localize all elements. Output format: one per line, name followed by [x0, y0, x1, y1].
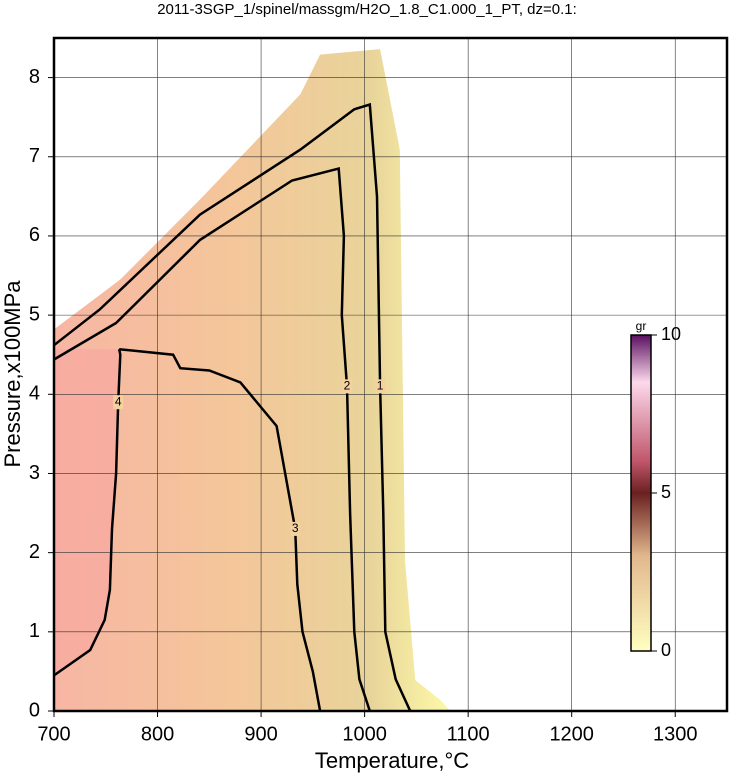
- contour-label: 4: [115, 394, 122, 408]
- contour-line: [53, 102, 412, 712]
- contour-line: [53, 167, 371, 712]
- y-tick-label: 1: [29, 620, 40, 642]
- plot-frame: [52, 36, 729, 713]
- y-tick-label: 2: [29, 541, 40, 563]
- y-tick-label: 0: [29, 699, 40, 721]
- contour-label: 3: [292, 521, 299, 535]
- chart-title: 2011-3SGP_1/spinel/massgm/H2O_1.8_C1.000…: [157, 1, 577, 18]
- x-tick-label: 800: [141, 723, 174, 745]
- y-tick-label: 4: [29, 383, 40, 405]
- colorbar-tick-label: 5: [661, 482, 671, 502]
- colorbar-tick-label: 10: [661, 324, 681, 344]
- y-tick-label: 5: [29, 303, 40, 325]
- x-tick-label: 1100: [447, 723, 490, 745]
- x-tick-label: 1300: [653, 723, 698, 745]
- x-axis-label: Temperature,°C: [315, 748, 469, 773]
- y-tick-label: 7: [29, 145, 40, 167]
- colorbar: [630, 334, 652, 652]
- contour-label: 2: [344, 379, 351, 393]
- contour-label-bg: [290, 521, 301, 536]
- x-tick-label: 1200: [549, 723, 594, 745]
- contour-line: [53, 348, 122, 677]
- colorbar-tick-label: 0: [661, 640, 671, 660]
- contour-label-bg: [375, 379, 386, 394]
- x-tick-label: 700: [37, 723, 70, 745]
- contour-label-bg: [342, 379, 353, 394]
- colorbar-label: gr: [636, 319, 647, 333]
- contour-line: [119, 347, 322, 712]
- y-tick-label: 6: [29, 224, 40, 246]
- y-tick-label: 8: [29, 66, 40, 88]
- y-axis-label: Pressure,x100MPa: [0, 280, 25, 468]
- contour-label: 1: [377, 379, 384, 393]
- y-tick-label: 3: [29, 462, 40, 484]
- contour-label-bg: [113, 395, 124, 410]
- x-tick-label: 1000: [342, 723, 387, 745]
- x-tick-label: 900: [244, 723, 277, 745]
